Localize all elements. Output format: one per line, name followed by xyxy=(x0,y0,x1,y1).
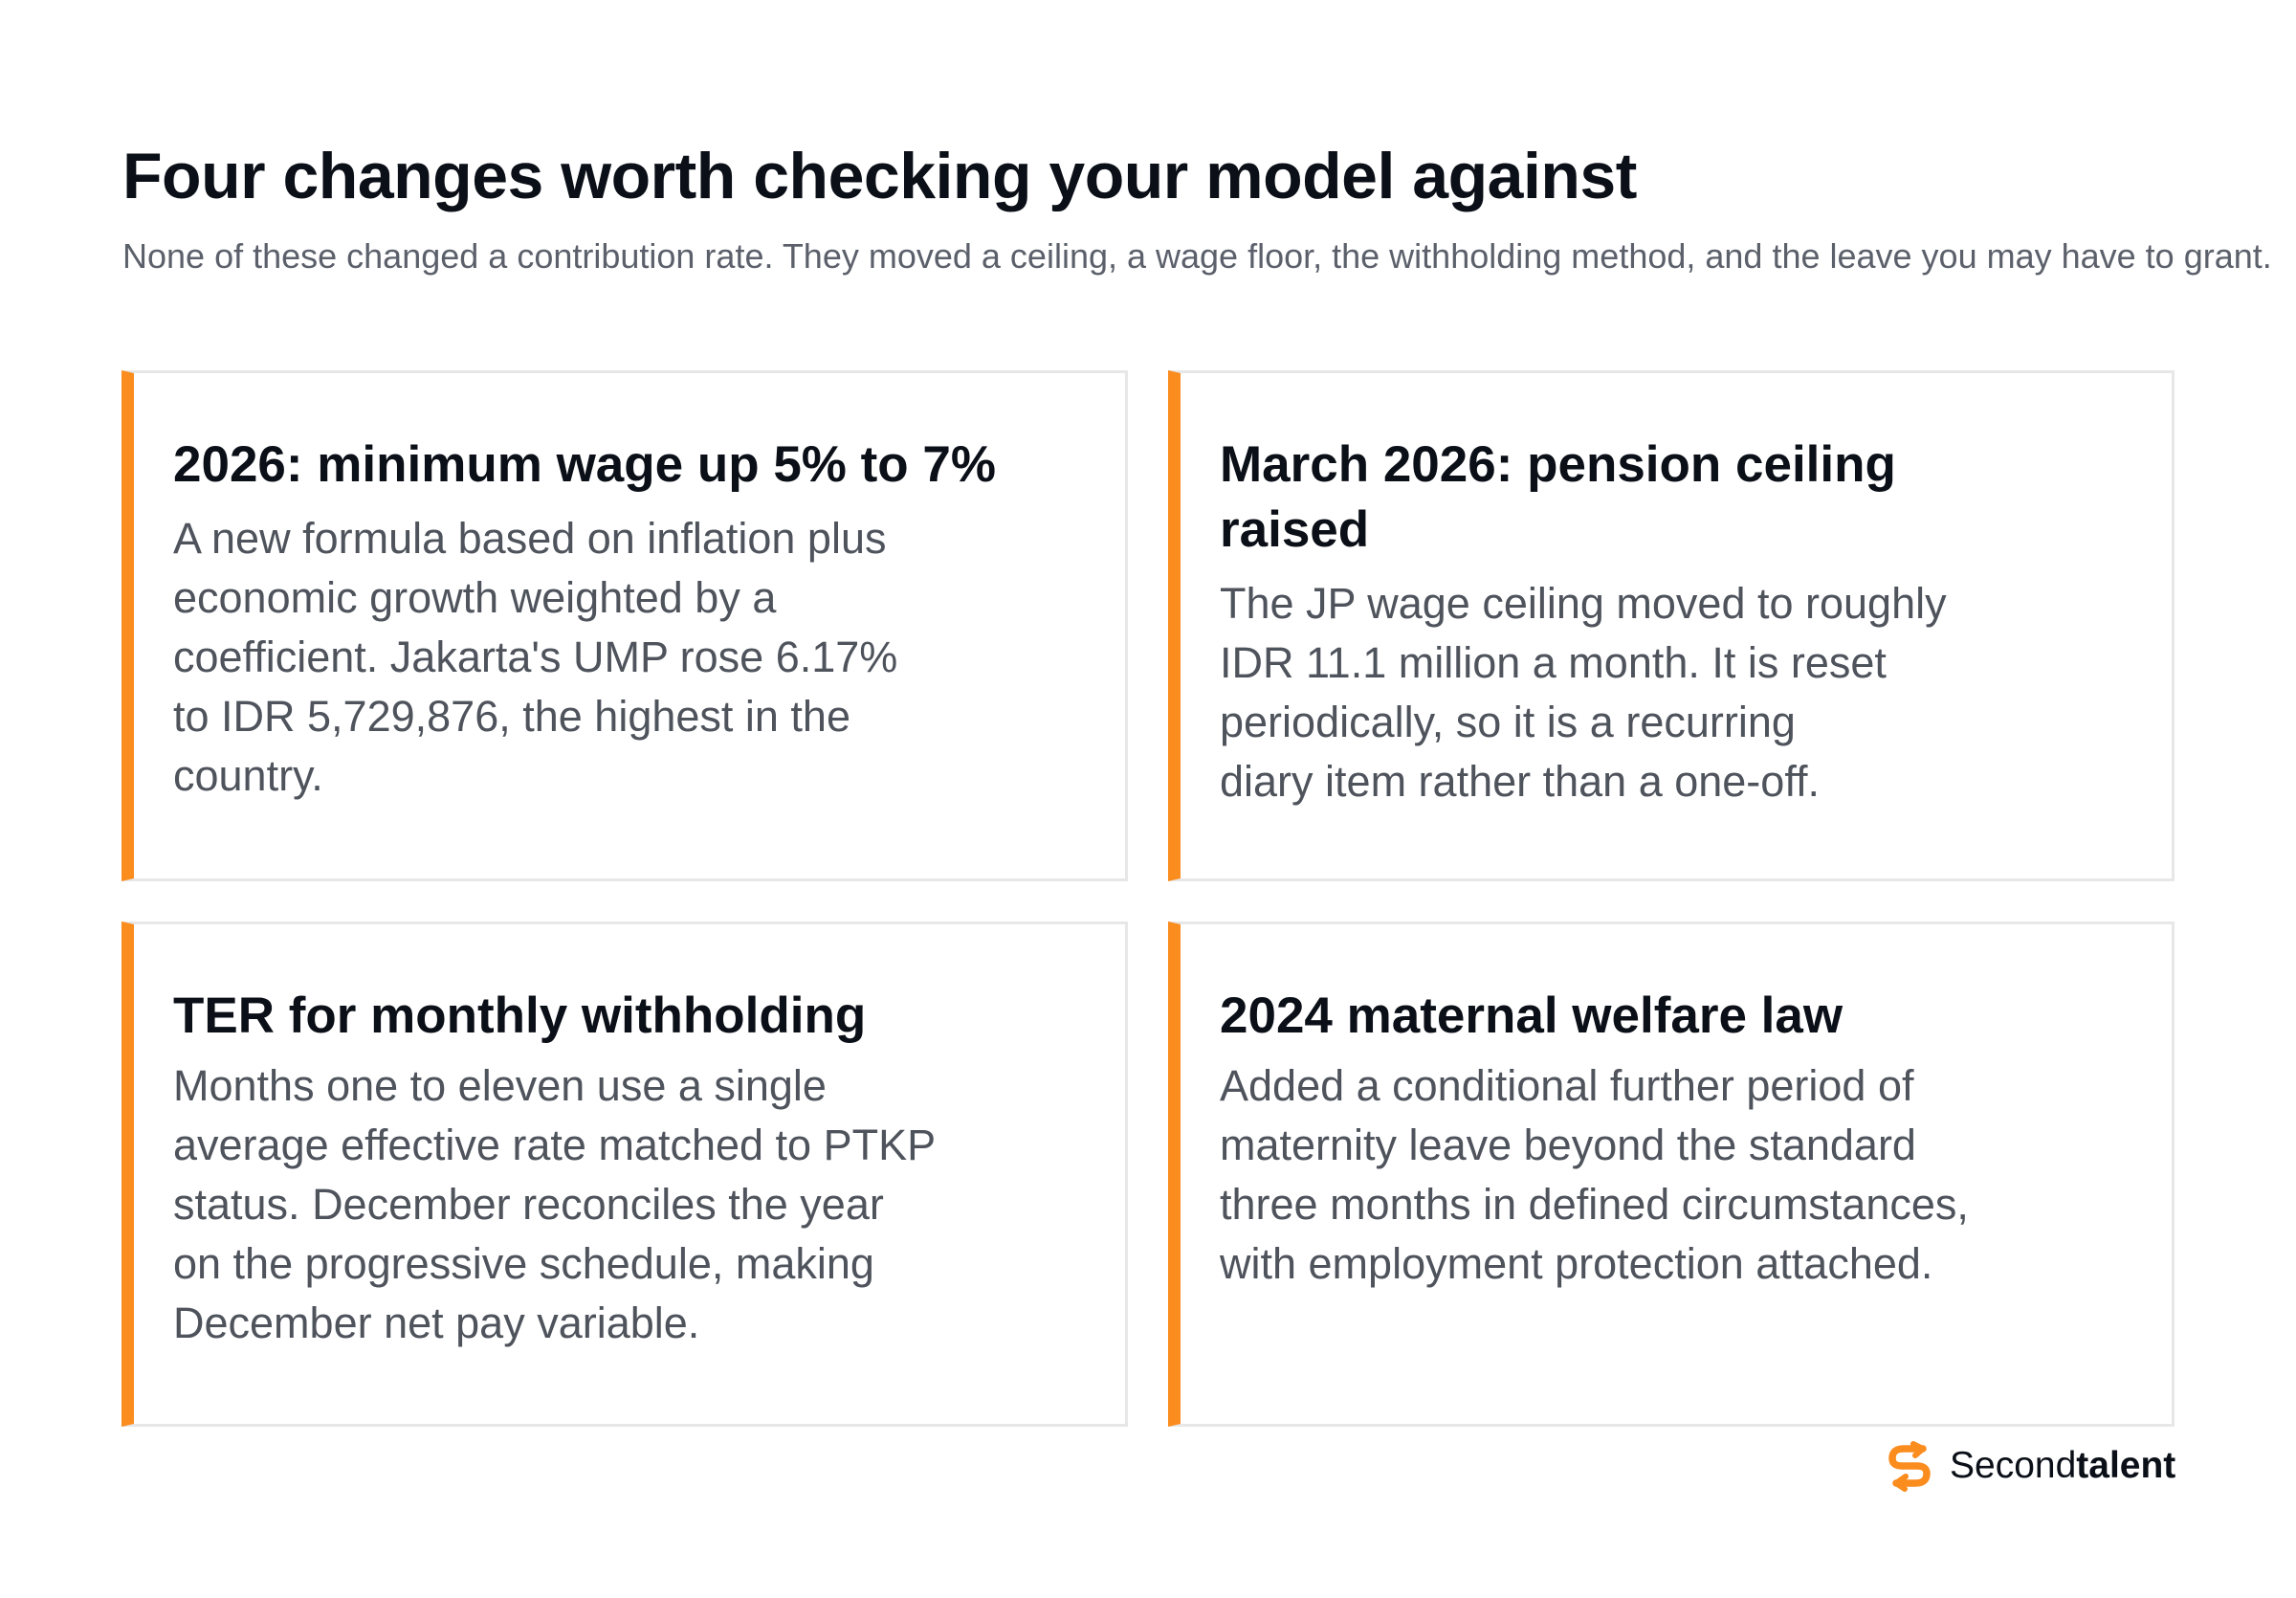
card-title: March 2026: pension ceiling raised xyxy=(1220,436,1896,558)
brand-wordmark: Secondtalent xyxy=(1950,1440,2175,1492)
card-title: TER for monthly withholding xyxy=(173,988,867,1044)
card-body: The JP wage ceiling moved to roughly IDR… xyxy=(1220,579,1947,806)
card-body: A new formula based on inflation plus ec… xyxy=(173,514,898,800)
brand-wordmark-bold: talent xyxy=(2076,1445,2176,1486)
card-body: Added a conditional further period of ma… xyxy=(1220,1061,1969,1288)
card-ter-withholding: TER for monthly withholding Months one t… xyxy=(121,921,1128,1427)
card-title: 2026: minimum wage up 5% to 7% xyxy=(173,436,997,493)
card-body: Months one to eleven use a single averag… xyxy=(173,1061,937,1347)
card-minimum-wage: 2026: minimum wage up 5% to 7% A new for… xyxy=(121,370,1128,881)
secondtalent-logo-icon xyxy=(1888,1441,1931,1492)
card-title: 2024 maternal welfare law xyxy=(1220,988,1843,1044)
brand-logo: Secondtalent xyxy=(1885,1437,2175,1495)
page-subtitle: None of these changed a contribution rat… xyxy=(122,236,2272,276)
card-maternal-welfare: 2024 maternal welfare law Added a condit… xyxy=(1168,921,2175,1427)
card-pension-ceiling: March 2026: pension ceiling raised The J… xyxy=(1168,370,2175,881)
brand-wordmark-regular: Second xyxy=(1950,1445,2077,1486)
page-title: Four changes worth checking your model a… xyxy=(122,140,1637,212)
